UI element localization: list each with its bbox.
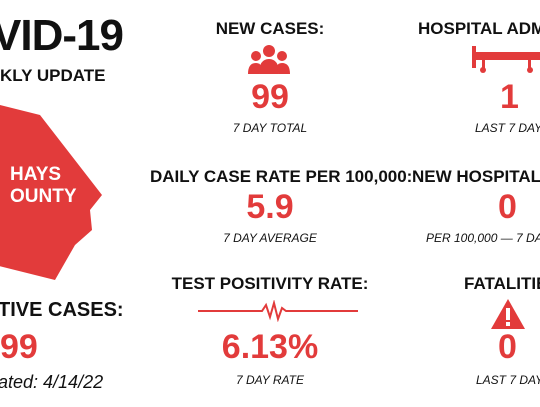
daily-rate-note: 7 DAY AVERAGE [223, 231, 317, 245]
hospital-bed-icon [472, 46, 540, 73]
new-cases-heading: NEW CASES: [215, 19, 325, 38]
county-map-shape [0, 105, 102, 280]
fatalities-note: LAST 7 DAYS [476, 373, 540, 387]
fatalities-heading: FATALITIES [464, 274, 540, 293]
positivity-value: 6.13% [221, 328, 319, 366]
daily-rate-value: 5.9 [246, 188, 294, 226]
county-label-line2: OUNTY [10, 186, 77, 207]
fatalities-value: 0 [498, 328, 517, 366]
new-cases-value: 99 [251, 78, 289, 116]
page-title: VID-19 [0, 11, 124, 60]
pulse-line-icon [198, 300, 358, 322]
active-cases-value: 99 [0, 328, 38, 366]
new-hosp-note: PER 100,000 — 7 DA [426, 231, 540, 245]
new-cases-note: 7 DAY TOTAL [232, 121, 308, 135]
people-icon [248, 45, 290, 74]
hospital-note: LAST 7 DAYS [475, 121, 540, 135]
hospital-value: 1 [500, 78, 519, 116]
county-label-line1: HAYS [10, 164, 62, 185]
county-label: HAYS OUNTY [10, 164, 77, 208]
active-cases-heading: TIVE CASES: [0, 299, 124, 321]
page-subtitle: KLY UPDATE [0, 66, 106, 85]
daily-rate-heading: DAILY CASE RATE PER 100,000: [150, 167, 413, 186]
updated-date: ated: 4/14/22 [0, 372, 104, 392]
warning-icon [491, 299, 525, 329]
hospital-heading: HOSPITAL ADMI [418, 19, 540, 38]
new-hosp-value: 0 [498, 188, 517, 226]
positivity-heading: TEST POSITIVITY RATE: [171, 274, 369, 293]
positivity-note: 7 DAY RATE [235, 373, 305, 387]
new-hosp-heading: NEW HOSPITALIZ [412, 167, 540, 186]
